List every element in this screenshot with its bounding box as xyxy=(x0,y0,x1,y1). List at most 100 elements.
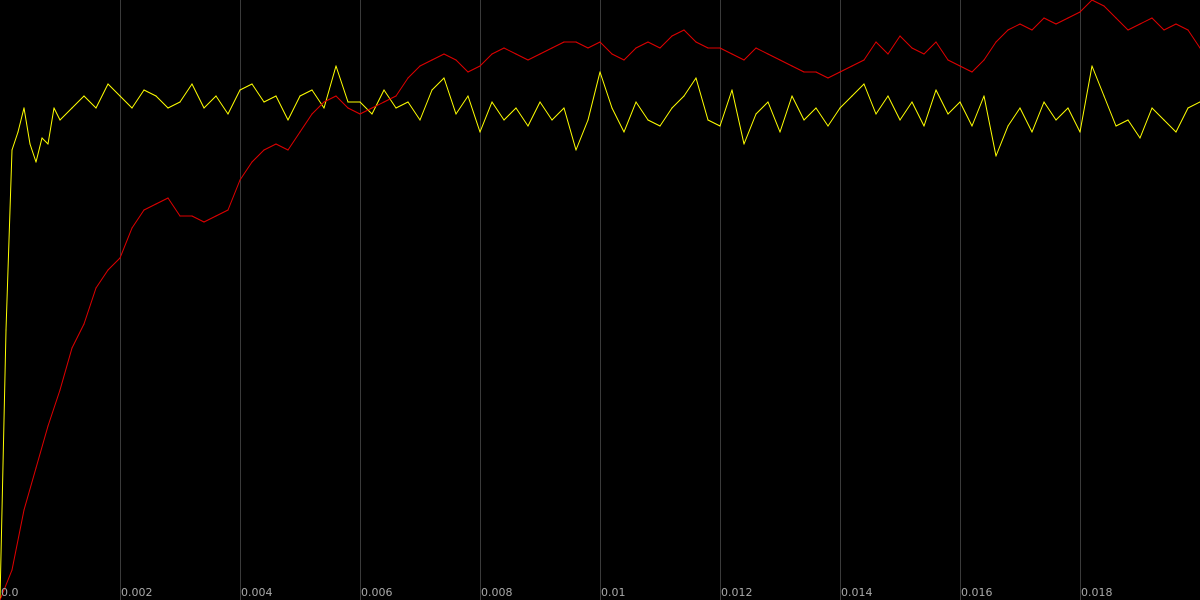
data-point xyxy=(611,53,613,55)
data-point xyxy=(1055,23,1057,25)
data-point xyxy=(767,53,769,55)
data-point xyxy=(155,203,157,205)
data-point xyxy=(935,41,937,43)
data-point xyxy=(947,113,949,115)
data-point xyxy=(383,89,385,91)
data-point xyxy=(131,227,133,229)
data-point xyxy=(683,95,685,97)
data-point xyxy=(1175,131,1177,133)
data-point xyxy=(875,113,877,115)
x-tick-label: 0.002 xyxy=(121,586,153,599)
data-point xyxy=(755,47,757,49)
data-point xyxy=(299,95,301,97)
data-point xyxy=(431,89,433,91)
data-point xyxy=(455,59,457,61)
data-point xyxy=(383,101,385,103)
data-point xyxy=(527,59,529,61)
data-point xyxy=(743,59,745,61)
data-point xyxy=(923,53,925,55)
data-point xyxy=(755,113,757,115)
data-point xyxy=(299,131,301,133)
data-point xyxy=(371,107,373,109)
data-point xyxy=(1103,95,1105,97)
data-point xyxy=(1139,137,1141,139)
data-point xyxy=(1151,107,1153,109)
data-point xyxy=(443,53,445,55)
data-point xyxy=(41,137,43,139)
data-point xyxy=(323,101,325,103)
data-point xyxy=(347,107,349,109)
data-point xyxy=(23,509,25,511)
data-point xyxy=(95,287,97,289)
data-point xyxy=(935,89,937,91)
data-point xyxy=(887,53,889,55)
data-point xyxy=(1127,29,1129,31)
data-point xyxy=(1019,23,1021,25)
data-point xyxy=(707,47,709,49)
data-point xyxy=(167,197,169,199)
data-point xyxy=(839,71,841,73)
data-point xyxy=(95,107,97,109)
data-point xyxy=(155,95,157,97)
data-point xyxy=(1091,0,1093,1)
data-point xyxy=(563,107,565,109)
data-point xyxy=(767,101,769,103)
data-point xyxy=(1127,119,1129,121)
data-point xyxy=(719,47,721,49)
data-point xyxy=(275,143,277,145)
data-point xyxy=(107,83,109,85)
data-point xyxy=(1055,119,1057,121)
data-point xyxy=(527,125,529,127)
data-point xyxy=(575,41,577,43)
x-axis-tick-labels: 0.0 0.002 0.004 0.006 0.008 0.01 0.012 0.014 0.0… xyxy=(1,586,1113,599)
data-point xyxy=(191,83,193,85)
data-point xyxy=(1163,119,1165,121)
data-point xyxy=(227,209,229,211)
data-point xyxy=(347,101,349,103)
data-point xyxy=(1007,29,1009,31)
data-point xyxy=(467,95,469,97)
data-point xyxy=(179,101,181,103)
data-point xyxy=(359,101,361,103)
data-point xyxy=(359,113,361,115)
data-point xyxy=(167,107,169,109)
data-point xyxy=(791,95,793,97)
data-point xyxy=(395,107,397,109)
data-point xyxy=(227,113,229,115)
data-point xyxy=(431,59,433,61)
data-point xyxy=(59,119,61,121)
data-point xyxy=(899,35,901,37)
data-point xyxy=(203,221,205,223)
data-point xyxy=(239,89,241,91)
data-point xyxy=(515,107,517,109)
data-point xyxy=(143,89,145,91)
data-point xyxy=(815,107,817,109)
x-tick-label: 0.006 xyxy=(361,586,393,599)
data-point xyxy=(863,59,865,61)
data-point xyxy=(1079,11,1081,13)
x-tick-label: 0.012 xyxy=(721,586,753,599)
data-point xyxy=(911,47,913,49)
data-point xyxy=(275,95,277,97)
data-point xyxy=(587,47,589,49)
data-point xyxy=(863,83,865,85)
data-point xyxy=(563,41,565,43)
data-point xyxy=(731,53,733,55)
data-point xyxy=(479,65,481,67)
data-point xyxy=(407,101,409,103)
data-point xyxy=(719,125,721,127)
data-point xyxy=(11,569,13,571)
data-point xyxy=(707,119,709,121)
data-point xyxy=(311,89,313,91)
data-point xyxy=(1151,17,1153,19)
data-point xyxy=(887,95,889,97)
data-point xyxy=(995,155,997,157)
data-point xyxy=(1115,125,1117,127)
data-point xyxy=(671,107,673,109)
data-point xyxy=(959,101,961,103)
data-point xyxy=(1091,65,1093,67)
data-point xyxy=(83,323,85,325)
data-point xyxy=(695,77,697,79)
data-point xyxy=(647,119,649,121)
